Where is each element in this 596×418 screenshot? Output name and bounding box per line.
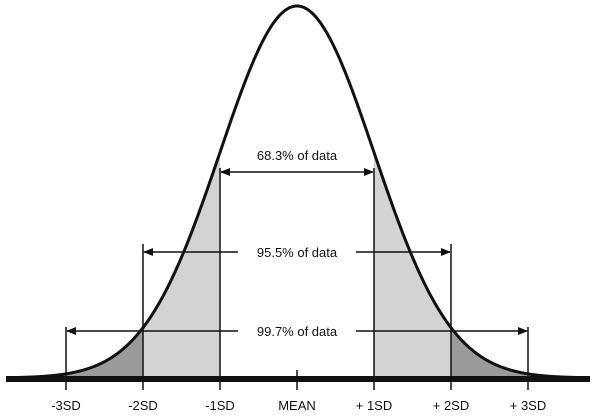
tick-label-mean: MEAN: [278, 398, 316, 413]
band-99: 99.7% of data: [66, 322, 528, 340]
sd-lines: [65, 168, 529, 390]
baseline: [6, 376, 590, 382]
band-95-label: 95.5% of data: [257, 245, 338, 260]
band-68: 68.3% of data: [220, 148, 374, 176]
tick-label-minus-2sd: -2SD: [128, 398, 158, 413]
outer-right-tail-shade: [451, 327, 590, 378]
tick-label-plus-3sd: + 3SD: [510, 398, 547, 413]
tick-label-minus-1sd: -1SD: [205, 398, 235, 413]
tick-label-minus-3sd: -3SD: [51, 398, 81, 413]
tick-label-plus-2sd: + 2SD: [433, 398, 470, 413]
band-68-label: 68.3% of data: [257, 148, 338, 163]
band-99-label-bg: [238, 322, 356, 340]
band-95: 95.5% of data: [143, 243, 451, 261]
outer-left-tail-shade: [6, 327, 143, 378]
axis-tick-labels: -3SD -2SD -1SD MEAN + 1SD + 2SD + 3SD: [51, 398, 546, 413]
tick-label-plus-1sd: + 1SD: [356, 398, 393, 413]
band-99-label: 99.7% of data: [257, 324, 338, 339]
band-95-label-bg: [238, 243, 356, 261]
bell-curve: [5, 4, 591, 380]
